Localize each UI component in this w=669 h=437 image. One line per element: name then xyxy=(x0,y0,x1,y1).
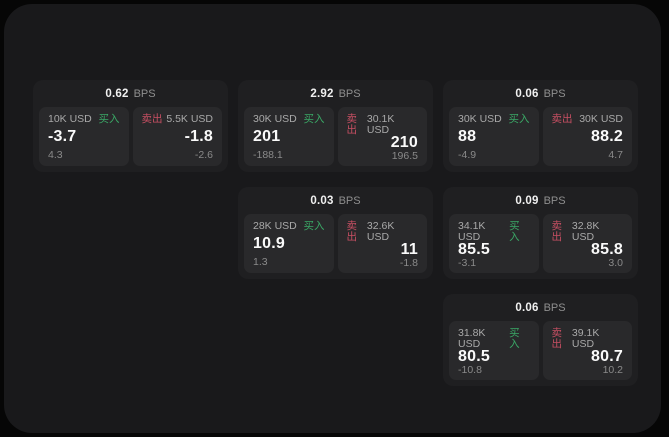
sell-amount: 32.6K USD xyxy=(366,220,395,243)
bps-value: 0.06 xyxy=(515,87,539,100)
sell-price: 88.2 xyxy=(591,128,623,145)
buy-pane[interactable]: 30K USD 买入 88 -4.9 xyxy=(449,107,539,166)
sell-amount: 5.5K USD xyxy=(166,113,213,125)
sell-amount: 32.8K USD xyxy=(571,220,600,243)
sell-pane[interactable]: 卖出 30K USD 88.2 4.7 xyxy=(542,107,632,166)
bps-value: 0.62 xyxy=(105,87,129,100)
sell-label: 卖出 xyxy=(551,113,573,125)
sell-amount: 39.1K USD xyxy=(571,327,600,350)
sell-change: 3.0 xyxy=(608,257,623,269)
bps-header: 0.62 BPS xyxy=(39,80,222,107)
bps-unit-label: BPS xyxy=(133,87,156,100)
sell-pane[interactable]: 卖出 5.5K USD -1.8 -2.6 xyxy=(132,107,222,166)
buy-pane[interactable]: 28K USD 买入 10.9 1.3 xyxy=(244,214,334,273)
sell-pane[interactable]: 卖出 32.6K USD 11 -1.8 xyxy=(337,214,427,273)
sell-label: 卖出 xyxy=(346,113,358,136)
buy-label: 买入 xyxy=(509,220,520,243)
quote-card: 0.06 BPS 31.8K USD 买入 80.5 -10.8 卖出 39.1… xyxy=(443,294,638,386)
buy-price: 201 xyxy=(253,128,281,145)
buy-change: -4.9 xyxy=(458,148,477,161)
bps-header: 2.92 BPS xyxy=(244,80,427,107)
buy-pane[interactable]: 30K USD 买入 201 -188.1 xyxy=(244,107,334,166)
buy-amount: 10K USD xyxy=(48,113,92,125)
bps-value: 0.09 xyxy=(515,194,539,207)
buy-label: 买入 xyxy=(303,220,325,232)
sell-amount: 30K USD xyxy=(579,113,623,125)
bps-unit-label: BPS xyxy=(338,194,361,207)
sell-price: 11 xyxy=(400,241,418,258)
sell-price: -1.8 xyxy=(184,128,213,145)
buy-price: 88 xyxy=(458,128,477,145)
sell-change: 4.7 xyxy=(608,148,623,161)
sell-label: 卖出 xyxy=(551,327,563,350)
sell-change: -2.6 xyxy=(194,148,213,161)
buy-label: 买入 xyxy=(509,327,520,350)
sell-label: 卖出 xyxy=(346,220,358,243)
sell-pane[interactable]: 卖出 32.8K USD 85.8 3.0 xyxy=(542,214,632,273)
sell-change: -1.8 xyxy=(399,257,418,269)
buy-amount: 30K USD xyxy=(253,113,297,125)
buy-amount: 28K USD xyxy=(253,220,297,232)
buy-label: 买入 xyxy=(303,113,325,125)
buy-change: -188.1 xyxy=(253,148,283,161)
sell-price: 210 xyxy=(390,134,418,151)
bps-header: 0.09 BPS xyxy=(449,187,632,214)
quote-card: 0.06 BPS 30K USD 买入 88 -4.9 卖出 30K USD xyxy=(443,80,638,172)
quote-card: 2.92 BPS 30K USD 买入 201 -188.1 卖出 30.1K … xyxy=(238,80,433,172)
bps-header: 0.06 BPS xyxy=(449,294,632,321)
bps-header: 0.03 BPS xyxy=(244,187,427,214)
buy-pane[interactable]: 10K USD 买入 -3.7 4.3 xyxy=(39,107,129,166)
buy-price: 80.5 xyxy=(458,348,490,365)
bps-unit-label: BPS xyxy=(543,301,566,314)
bps-unit-label: BPS xyxy=(543,87,566,100)
bps-value: 2.92 xyxy=(310,87,334,100)
buy-amount: 30K USD xyxy=(458,113,502,125)
buy-label: 买入 xyxy=(508,113,530,125)
buy-change: -3.1 xyxy=(458,257,477,269)
quote-card: 0.62 BPS 10K USD 买入 -3.7 4.3 卖出 5.5K USD xyxy=(33,80,228,172)
bps-value: 0.03 xyxy=(310,194,334,207)
sell-pane[interactable]: 卖出 39.1K USD 80.7 10.2 xyxy=(542,321,632,380)
buy-price: 10.9 xyxy=(253,235,285,252)
sell-price: 85.8 xyxy=(591,241,623,258)
buy-change: 4.3 xyxy=(48,148,63,161)
sell-change: 10.2 xyxy=(602,364,623,376)
bps-header: 0.06 BPS xyxy=(449,80,632,107)
bps-value: 0.06 xyxy=(515,301,539,314)
sell-price: 80.7 xyxy=(591,348,623,365)
quote-card: 0.03 BPS 28K USD 买入 10.9 1.3 卖出 32.6K US… xyxy=(238,187,433,279)
buy-pane[interactable]: 34.1K USD 买入 85.5 -3.1 xyxy=(449,214,539,273)
buy-amount: 34.1K USD xyxy=(458,220,486,243)
sell-change: 196.5 xyxy=(391,150,418,162)
quote-card: 0.09 BPS 34.1K USD 买入 85.5 -3.1 卖出 32.8K… xyxy=(443,187,638,279)
buy-price: 85.5 xyxy=(458,241,490,258)
buy-amount: 31.8K USD xyxy=(458,327,486,350)
bps-unit-label: BPS xyxy=(543,194,566,207)
buy-change: -10.8 xyxy=(458,364,482,376)
sell-label: 卖出 xyxy=(141,113,163,125)
sell-pane[interactable]: 卖出 30.1K USD 210 196.5 xyxy=(337,107,427,166)
sell-label: 卖出 xyxy=(551,220,563,243)
buy-price: -3.7 xyxy=(48,128,77,145)
quote-cards-grid: 0.62 BPS 10K USD 买入 -3.7 4.3 卖出 5.5K USD xyxy=(33,80,638,386)
buy-change: 1.3 xyxy=(253,255,268,268)
bps-unit-label: BPS xyxy=(338,87,361,100)
buy-pane[interactable]: 31.8K USD 买入 80.5 -10.8 xyxy=(449,321,539,380)
sell-amount: 30.1K USD xyxy=(366,113,395,136)
buy-label: 买入 xyxy=(98,113,120,125)
main-panel: 0.62 BPS 10K USD 买入 -3.7 4.3 卖出 5.5K USD xyxy=(4,4,661,433)
